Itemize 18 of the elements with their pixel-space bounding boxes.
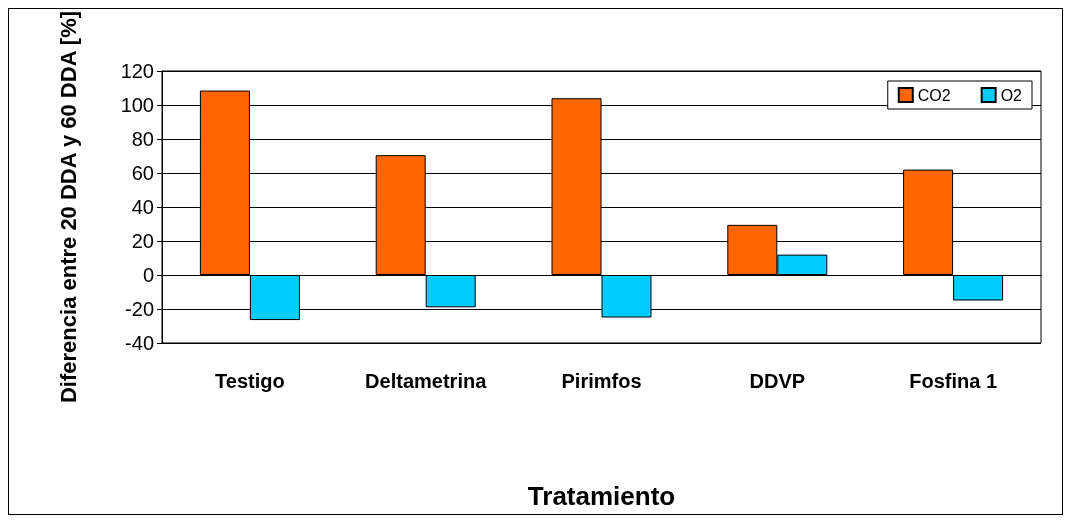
y-tick-label: 100 [120,94,154,116]
y-tick-label: 40 [131,196,154,218]
x-tick-label: Testigo [215,370,285,392]
y-tick-label: 60 [131,162,154,184]
x-tick-label: DDVP [749,370,806,392]
x-axis-title: Tratamiento [527,481,676,511]
x-tick-label: Deltametrina [365,370,488,392]
y-tick-label: 20 [131,230,154,252]
legend-label: O2 [1000,86,1023,104]
y-tick-label: -40 [125,332,154,354]
y-tick-label: 0 [142,264,154,286]
x-tick-label: Fosfina 1 [909,370,997,392]
y-tick-label: 120 [120,60,154,82]
legend-label: CO2 [917,86,951,104]
y-tick-label: -20 [125,298,154,320]
y-tick-label: 80 [131,128,154,150]
x-tick-label: Pirimfos [561,370,642,392]
y-axis-title: Diferencia entre 20 DDA y 60 DDA [%] [55,10,81,404]
